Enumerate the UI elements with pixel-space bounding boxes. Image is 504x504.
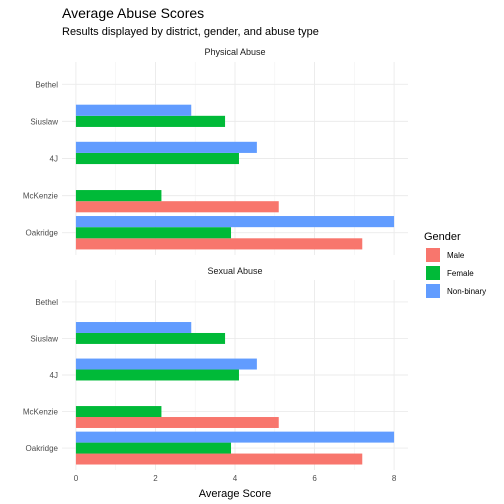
bar	[75, 104, 192, 116]
legend-label: Female	[447, 269, 474, 278]
category-label: Siuslaw	[30, 117, 58, 126]
legend-swatch	[426, 284, 440, 298]
category-label: Siuslaw	[30, 334, 58, 343]
panel-title: Sexual Abuse	[207, 266, 262, 276]
bar	[75, 238, 363, 250]
bar	[75, 115, 226, 127]
x-tick-label: 6	[312, 474, 317, 483]
panel-title: Physical Abuse	[204, 47, 265, 57]
bar	[75, 417, 279, 428]
bar	[75, 216, 395, 228]
legend-title: Gender	[424, 231, 461, 243]
chart-title: Average Abuse Scores	[62, 5, 204, 21]
bar	[75, 431, 395, 443]
category-label: McKenzie	[23, 192, 59, 201]
chart-subtitle: Results displayed by district, gender, a…	[62, 26, 319, 38]
category-label: Bethel	[35, 298, 58, 307]
bar	[75, 201, 279, 213]
x-axis-label: Average Score	[199, 488, 272, 500]
bar	[75, 369, 239, 381]
category-label: 4J	[50, 371, 58, 380]
x-tick-label: 8	[392, 474, 397, 483]
category-label: Oakridge	[26, 444, 59, 453]
bar	[75, 141, 257, 153]
legend: Gender Male Female Non-binary	[424, 231, 486, 298]
bar	[75, 227, 232, 239]
x-tick-label: 4	[233, 474, 238, 483]
bar	[75, 453, 363, 465]
category-label: Bethel	[35, 80, 58, 89]
panel: Sexual Abuse Bethel Siuslaw 4J McKenzie Oakri…	[23, 266, 408, 470]
bar	[75, 322, 192, 333]
category-label: Oakridge	[26, 229, 59, 238]
x-axis: 0 2 4 6 8	[74, 474, 397, 483]
category-label: 4J	[50, 155, 58, 164]
bar	[75, 358, 257, 370]
bar	[75, 332, 226, 344]
bar	[75, 406, 162, 418]
legend-swatch	[426, 266, 440, 280]
panel: Physical Abuse Bethel Siuslaw 4J McKenzie Oak…	[23, 47, 408, 255]
legend-swatch	[426, 248, 440, 262]
legend-label: Non-binary	[447, 287, 486, 296]
x-tick-label: 0	[74, 474, 79, 483]
category-label: McKenzie	[23, 408, 59, 417]
bar	[75, 152, 239, 165]
bar	[75, 190, 162, 202]
x-tick-label: 2	[153, 474, 158, 483]
panels: Physical Abuse Bethel Siuslaw 4J McKenzie Oak…	[23, 47, 408, 470]
bar	[75, 442, 232, 454]
legend-label: Male	[447, 251, 465, 260]
